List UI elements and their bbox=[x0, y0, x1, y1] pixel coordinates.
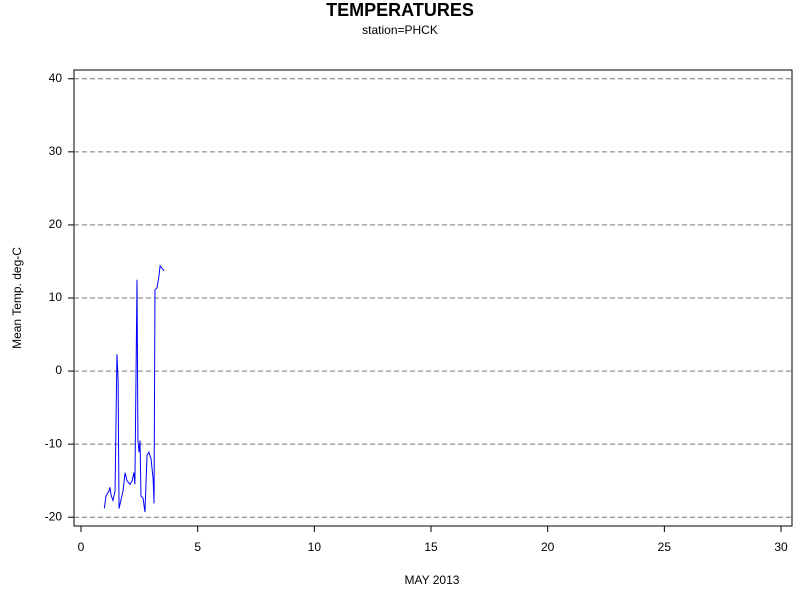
x-axis-label: MAY 2013 bbox=[405, 573, 460, 587]
x-tick-label: 20 bbox=[541, 540, 555, 554]
x-tick-label: 15 bbox=[424, 540, 438, 554]
chart-subtitle: station=PHCK bbox=[362, 23, 438, 37]
y-tick-label: -10 bbox=[45, 436, 63, 450]
y-axis-label: Mean Temp. deg-C bbox=[10, 247, 24, 349]
y-tick-label: 0 bbox=[55, 363, 62, 377]
x-tick-label: 25 bbox=[658, 540, 672, 554]
x-tick-label: 5 bbox=[194, 540, 201, 554]
x-tick-label: 10 bbox=[308, 540, 322, 554]
y-tick-label: 10 bbox=[49, 290, 63, 304]
y-tick-label: -20 bbox=[45, 509, 63, 523]
data-line bbox=[103, 264, 165, 513]
y-tick-label: 40 bbox=[49, 71, 63, 85]
y-tick-label: 30 bbox=[49, 144, 63, 158]
x-tick-label: 30 bbox=[774, 540, 788, 554]
x-tick-label: 0 bbox=[78, 540, 85, 554]
chart-title: TEMPERATURES bbox=[326, 0, 474, 20]
y-tick-label: 20 bbox=[49, 217, 63, 231]
